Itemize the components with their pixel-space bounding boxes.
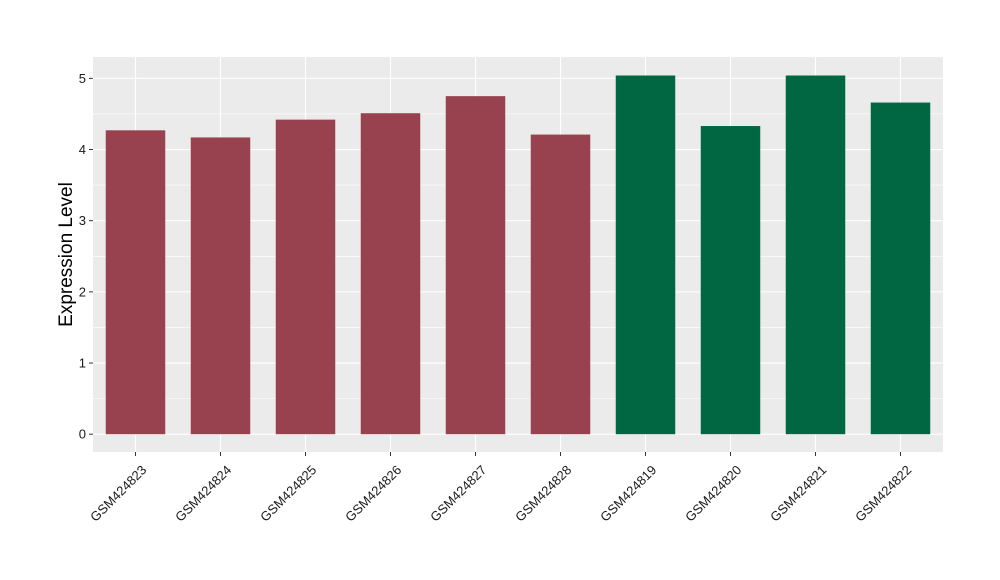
y-axis: 0 1 2 3 4 5 [79,71,93,442]
x-tick-label: GSM424828 [512,462,574,524]
bar-GSM424821 [785,75,846,435]
bar-GSM424820 [700,126,761,435]
y-tick-label: 5 [79,71,86,86]
bar-GSM424824 [190,137,251,435]
y-tick-label: 1 [79,356,86,371]
bar-GSM424826 [360,113,421,435]
x-axis: GSM424823 GSM424824 GSM424825 GSM424826 GSM4… [87,452,914,525]
x-tick-label: GSM424824 [172,462,234,524]
x-tick-label: GSM424823 [87,462,149,524]
y-tick-label: 0 [79,427,86,442]
x-tick-label: GSM424819 [597,462,659,524]
bar-GSM424823 [105,130,166,435]
y-tick-label: 2 [79,284,86,299]
x-tick-label: GSM424826 [342,462,404,524]
x-tick-label: GSM424821 [767,462,829,524]
x-tick-label: GSM424827 [427,462,489,524]
bar-GSM424822 [870,102,931,435]
x-tick-label: GSM424822 [852,462,914,524]
y-tick-label: 4 [79,142,86,157]
bar-GSM424825 [275,119,336,435]
bar-GSM424827 [445,96,506,435]
y-axis-title: Expression Level [56,182,77,327]
bar-GSM424819 [615,75,676,435]
x-tick-label: GSM424825 [257,462,319,524]
y-tick-label: 3 [79,213,86,228]
bars [105,75,931,435]
bar-GSM424828 [530,134,591,435]
x-tick-label: GSM424820 [682,462,744,524]
